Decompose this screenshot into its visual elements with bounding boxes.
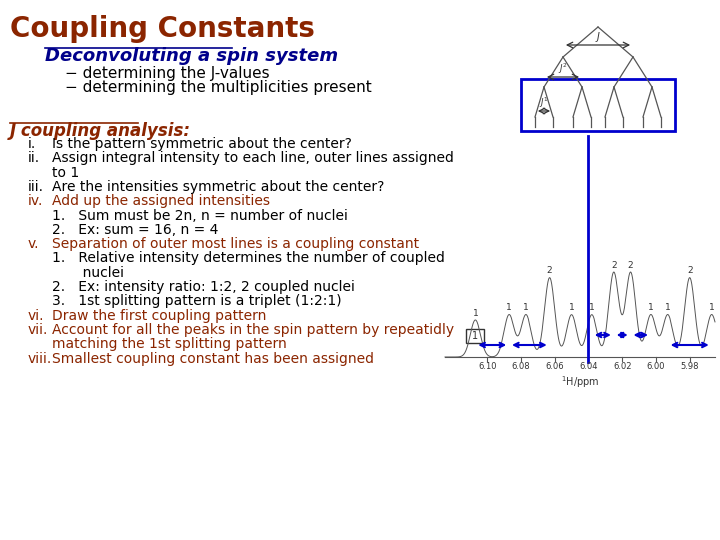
Text: ii.: ii.	[28, 151, 40, 165]
Text: 2: 2	[687, 266, 693, 275]
Text: 1: 1	[523, 303, 529, 313]
Text: − determining the J-values: − determining the J-values	[65, 66, 269, 81]
Text: 2.   Ex: intensity ratio: 1:2, 2 coupled nuclei: 2. Ex: intensity ratio: 1:2, 2 coupled n…	[52, 280, 355, 294]
Text: v.: v.	[28, 237, 40, 251]
Text: 2: 2	[546, 266, 552, 275]
Text: 2: 2	[611, 261, 616, 270]
Text: J coupling analysis:: J coupling analysis:	[10, 122, 191, 140]
Text: Add up the assigned intensities: Add up the assigned intensities	[52, 194, 270, 208]
Text: 5.98: 5.98	[680, 362, 699, 371]
Text: Separation of outer most lines is a coupling constant: Separation of outer most lines is a coup…	[52, 237, 419, 251]
Text: 1: 1	[569, 303, 575, 313]
Text: 6.08: 6.08	[512, 362, 530, 371]
Text: 6.02: 6.02	[613, 362, 631, 371]
Text: 2: 2	[628, 261, 634, 270]
Text: iv.: iv.	[28, 194, 43, 208]
Text: 2.   Ex: sum = 16, n = 4: 2. Ex: sum = 16, n = 4	[52, 223, 218, 237]
Text: viii.: viii.	[28, 352, 53, 366]
Text: 1.   Relative intensity determines the number of coupled: 1. Relative intensity determines the num…	[52, 252, 445, 265]
Text: 1: 1	[472, 309, 478, 318]
Text: to 1: to 1	[52, 166, 79, 180]
Text: 1.   Sum must be 2n, n = number of nuclei: 1. Sum must be 2n, n = number of nuclei	[52, 208, 348, 222]
Text: 1: 1	[648, 303, 654, 313]
Text: iii.: iii.	[28, 180, 44, 194]
Text: Coupling Constants: Coupling Constants	[10, 15, 315, 43]
Text: nuclei: nuclei	[52, 266, 124, 280]
Text: vii.: vii.	[28, 323, 48, 337]
Text: i.: i.	[28, 137, 36, 151]
Text: Smallest coupling constant has been assigned: Smallest coupling constant has been assi…	[52, 352, 374, 366]
Text: 6.06: 6.06	[545, 362, 564, 371]
Text: 6.04: 6.04	[579, 362, 598, 371]
Text: Are the intensities symmetric about the center?: Are the intensities symmetric about the …	[52, 180, 384, 194]
Text: Account for all the peaks in the spin pattern by repeatidly: Account for all the peaks in the spin pa…	[52, 323, 454, 337]
Text: vi.: vi.	[28, 308, 45, 322]
Text: Is the pattern symmetric about the center?: Is the pattern symmetric about the cente…	[52, 137, 352, 151]
Text: $^1$H/ppm: $^1$H/ppm	[561, 374, 599, 390]
Text: $J^1$: $J^1$	[539, 96, 549, 110]
Text: 6.00: 6.00	[647, 362, 665, 371]
Text: 1: 1	[708, 303, 714, 313]
Bar	[467, 329, 485, 343]
Text: Assign integral intensity to each line, outer lines assigned: Assign integral intensity to each line, …	[52, 151, 454, 165]
Bar	[521, 79, 675, 131]
Text: matching the 1st splitting pattern: matching the 1st splitting pattern	[52, 337, 287, 351]
Text: − determining the multiplicities present: − determining the multiplicities present	[65, 80, 372, 95]
Text: Draw the first coupling pattern: Draw the first coupling pattern	[52, 308, 266, 322]
Text: 6.10: 6.10	[478, 362, 496, 371]
Text: $J^2$: $J^2$	[558, 62, 568, 76]
Text: 1: 1	[472, 331, 478, 341]
Text: 3.   1st splitting pattern is a triplet (1:2:1): 3. 1st splitting pattern is a triplet (1…	[52, 294, 341, 308]
Text: 1: 1	[665, 303, 670, 313]
Text: Deconvoluting a spin system: Deconvoluting a spin system	[45, 47, 338, 65]
Text: 1: 1	[589, 303, 595, 313]
Text: $J$: $J$	[595, 30, 601, 44]
Text: 1: 1	[506, 303, 512, 313]
